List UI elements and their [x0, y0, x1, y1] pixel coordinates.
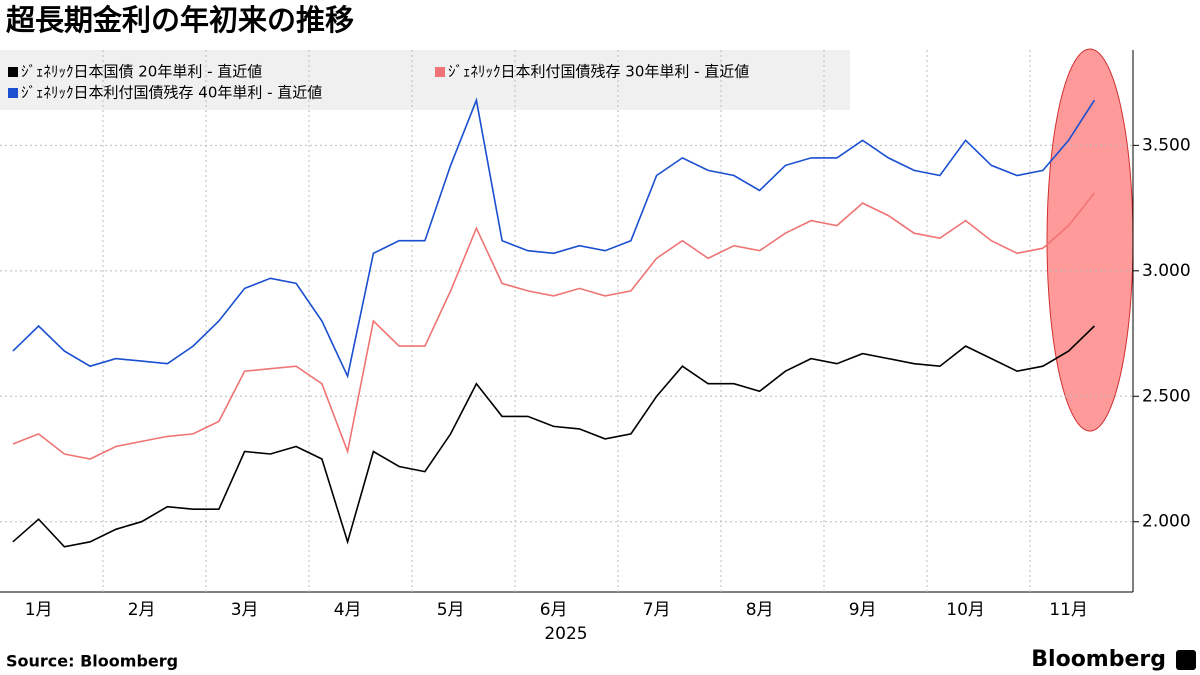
legend-label: ｼﾞｪﾈﾘｯｸ日本国債 20年単利 - 直近値: [21, 63, 262, 81]
legend-swatch: [8, 67, 18, 77]
x-tick-label: 10月: [946, 600, 985, 620]
brand: Bloomberg: [1031, 647, 1166, 672]
x-tick-label: 1月: [25, 600, 53, 620]
x-tick-label: 7月: [643, 600, 671, 620]
y-tick-label: 3.500: [1142, 135, 1191, 155]
x-tick-label: 6月: [540, 600, 568, 620]
x-axis-label: 2025: [544, 624, 587, 644]
y-tick-label: 2.000: [1142, 512, 1191, 532]
chart-title: 超長期金利の年初来の推移: [6, 3, 354, 37]
x-tick-label: 11月: [1049, 600, 1088, 620]
x-tick-label: 2月: [128, 600, 156, 620]
source: Source: Bloomberg: [6, 652, 178, 671]
legend-swatch: [8, 88, 18, 98]
x-tick-label: 3月: [231, 600, 259, 620]
brand-icon: [1176, 650, 1196, 670]
series-line: [12, 97, 1096, 379]
y-tick-label: 2.500: [1142, 386, 1191, 406]
legend-swatch: [435, 67, 445, 77]
x-tick-label: 9月: [849, 600, 877, 620]
series-line: [12, 325, 1095, 548]
y-tick-label: 3.000: [1142, 261, 1191, 281]
legend-label: ｼﾞｪﾈﾘｯｸ日本利付国債残存 30年単利 - 直近値: [448, 63, 749, 81]
x-tick-label: 4月: [334, 600, 362, 620]
x-tick-label: 8月: [746, 600, 774, 620]
legend-label: ｼﾞｪﾈﾘｯｸ日本利付国債残存 40年単利 - 直近値: [21, 84, 322, 102]
series-line: [12, 192, 1096, 460]
legend-box: [0, 50, 850, 110]
x-tick-label: 5月: [437, 600, 465, 620]
